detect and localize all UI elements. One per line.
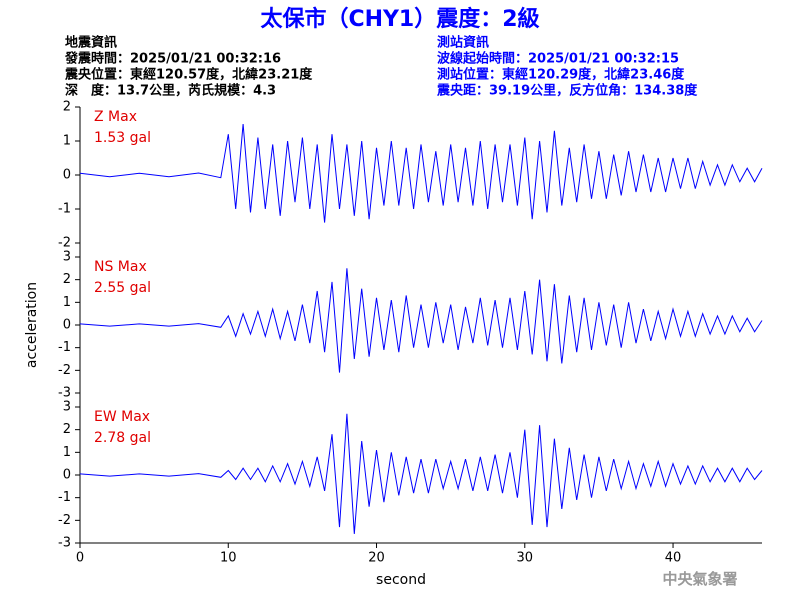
y-tick-label: 1 <box>63 295 71 310</box>
x-tick-label: 40 <box>665 551 682 566</box>
y-tick-label: 2 <box>63 100 71 115</box>
x-tick-label: 30 <box>517 551 534 566</box>
y-tick-label: -2 <box>58 236 71 251</box>
waveform <box>79 268 763 373</box>
x-tick-label: 20 <box>368 551 385 566</box>
info-line: 波線起始時間：2025/01/21 00:32:15 <box>437 51 679 67</box>
y-tick-label: -3 <box>58 386 71 401</box>
x-tick-label: 10 <box>220 551 237 566</box>
info-line: 測站資訊 <box>437 35 489 51</box>
y-tick-label: 0 <box>63 318 71 333</box>
waveform <box>79 123 763 223</box>
max-label: 1.53 gal <box>94 130 151 146</box>
y-tick-label: -2 <box>58 363 71 378</box>
title: 太保市（CHY1）震度：2級 <box>260 6 539 32</box>
y-tick-label: 3 <box>63 400 71 415</box>
y-tick-label: 3 <box>63 250 71 265</box>
max-label: 2.55 gal <box>94 280 151 296</box>
y-tick-label: 0 <box>63 168 71 183</box>
info-line: 深 度：13.7公里，芮氏規模：4.3 <box>65 83 276 99</box>
info-line: 地震資訊 <box>65 35 117 51</box>
y-tick-label: -1 <box>58 202 71 217</box>
watermark: 中央氣象署 <box>662 570 737 588</box>
y-tick-label: 1 <box>63 445 71 460</box>
y-tick-label: 2 <box>63 422 71 437</box>
waveform <box>79 413 763 534</box>
channel-label: EW Max <box>94 409 150 425</box>
y-tick-label: -1 <box>58 490 71 505</box>
x-tick-label: 0 <box>76 551 84 566</box>
info-line: 震央距：39.19公里，反方位角：134.38度 <box>436 83 698 99</box>
channel-label: Z Max <box>94 109 137 125</box>
info-line: 發震時間：2025/01/21 00:32:16 <box>64 51 281 67</box>
y-tick-label: 2 <box>63 272 71 287</box>
y-tick-label: 1 <box>63 134 71 149</box>
info-line: 測站位置：東經120.29度，北緯23.46度 <box>437 67 685 83</box>
channel-label: NS Max <box>94 259 147 275</box>
x-axis-label: second <box>376 572 426 588</box>
y-axis-label: acceleration <box>24 282 40 368</box>
max-label: 2.78 gal <box>94 430 151 446</box>
info-line: 震央位置：東經120.57度，北緯23.21度 <box>64 67 313 83</box>
y-tick-label: 0 <box>63 468 71 483</box>
y-tick-label: -3 <box>58 536 71 551</box>
y-tick-label: -1 <box>58 340 71 355</box>
y-tick-label: -2 <box>58 513 71 528</box>
